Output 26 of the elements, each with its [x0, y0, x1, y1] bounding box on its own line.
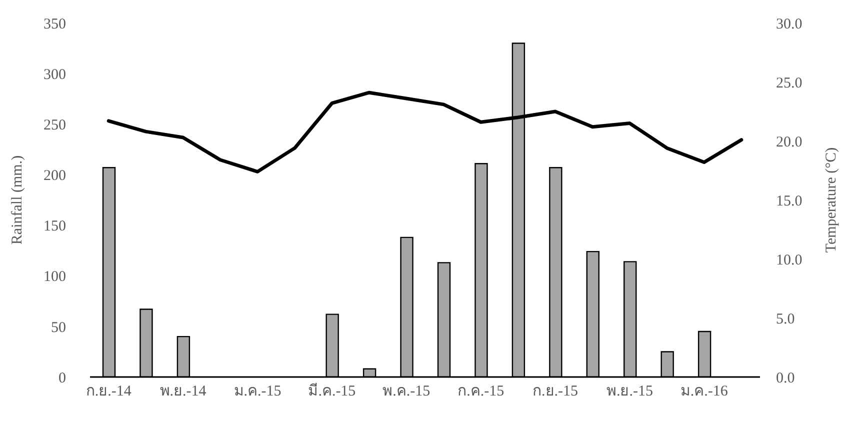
- x-tick-label: ม.ค.-16: [680, 384, 728, 400]
- y2-tick-label: 0.0: [776, 370, 795, 386]
- x-tick-label: ก.ย.-14: [86, 384, 132, 400]
- x-tick-label: ก.ค.-15: [458, 384, 504, 400]
- y-tick-label: 150: [44, 218, 66, 235]
- x-tick-label: พ.ค.-15: [382, 384, 430, 400]
- x-tick-label: พ.ย.-14: [160, 384, 207, 400]
- x-tick-label: ม.ค.-15: [234, 384, 282, 400]
- x-tick-label: มี.ค.-15: [308, 382, 356, 400]
- y-tick-label: 100: [44, 269, 66, 286]
- y2-tick-label: 30.0: [776, 16, 802, 32]
- y-tick-label: 350: [44, 16, 66, 32]
- y-tick-label: 250: [44, 117, 66, 134]
- y2-tick-label: 25.0: [776, 75, 802, 92]
- x-tick-label: ก.ย.-15: [532, 384, 578, 400]
- y-tick-label: 200: [44, 168, 66, 184]
- y-tick-label: 0: [58, 370, 66, 386]
- y2-axis-title: Temperature (°C): [823, 147, 840, 253]
- x-tick-label: พ.ย.-15: [606, 384, 653, 400]
- y-axis-title: Rainfall (mm.): [9, 155, 26, 245]
- y-tick-label: 300: [44, 66, 66, 83]
- y2-tick-label: 5.0: [776, 311, 795, 328]
- y2-tick-label: 10.0: [776, 252, 802, 268]
- y2-tick-label: 15.0: [776, 193, 802, 210]
- y-tick-label: 50: [51, 320, 66, 336]
- y2-tick-label: 20.0: [776, 134, 802, 150]
